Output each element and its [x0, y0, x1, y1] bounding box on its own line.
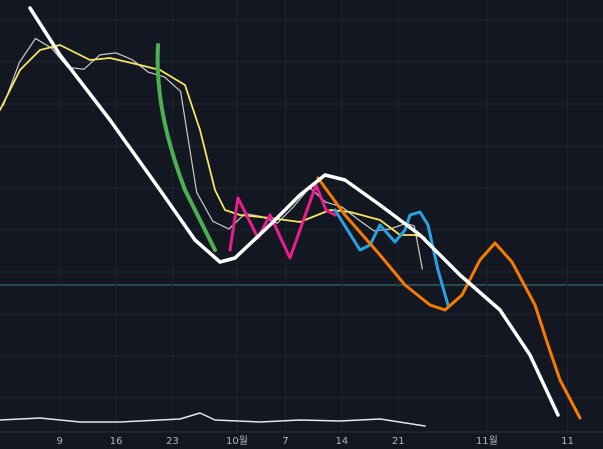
x-tick-label: 23: [166, 436, 179, 447]
x-tick-label: 16: [110, 436, 123, 447]
pink-drawing: [228, 183, 337, 260]
white-drawing: [28, 6, 560, 417]
x-tick-label: 21: [392, 436, 405, 447]
green-drawing: [155, 43, 217, 252]
x-tick-label: 9: [56, 436, 62, 447]
orange-drawing: [316, 176, 582, 420]
volume-ma: [0, 412, 426, 427]
moving-average: [0, 44, 426, 239]
v-grid: [59, 0, 569, 432]
price-line: [2, 37, 424, 270]
plot: [2, 37, 424, 270]
x-tick-label: 14: [335, 436, 348, 447]
h-grid: [0, 19, 603, 399]
blue-drawing: [333, 208, 450, 307]
x-axis-strip: [0, 432, 603, 449]
x-tick-label: 11월: [476, 435, 498, 447]
x-tick-label: 11: [561, 436, 574, 447]
x-axis: 9 16 23 10월 7 14 21 11월 11: [56, 435, 573, 447]
x-tick-label: 7: [282, 436, 288, 447]
x-tick-label: 10월: [226, 435, 248, 447]
